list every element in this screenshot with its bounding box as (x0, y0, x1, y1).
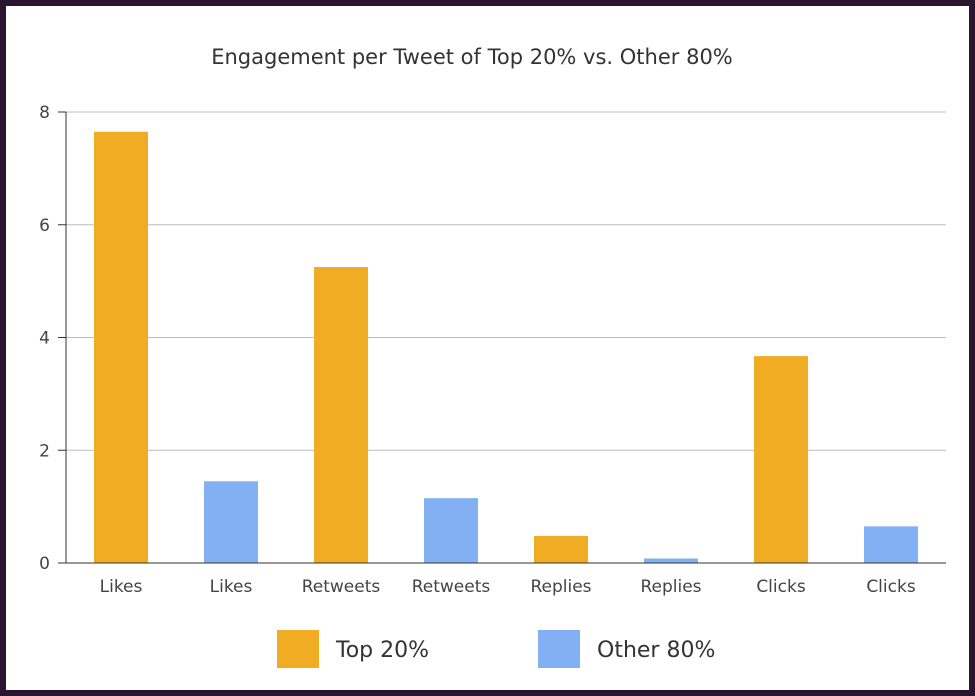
legend-swatch (538, 630, 580, 668)
bars (94, 131, 918, 563)
bar-chart: Engagement per Tweet of Top 20% vs. Othe… (39, 45, 946, 668)
legend-label: Other 80% (597, 638, 715, 663)
y-tick-label: 6 (39, 216, 50, 236)
bar-retweets-top (314, 267, 368, 563)
y-tick-label: 2 (39, 441, 50, 461)
x-tick-label: Clicks (756, 577, 806, 597)
bar-clicks-other (864, 526, 918, 563)
x-tick-label: Likes (210, 577, 253, 597)
x-tick-label: Replies (640, 577, 701, 597)
chart-title: Engagement per Tweet of Top 20% vs. Othe… (211, 45, 733, 69)
legend: Top 20% Other 80% (277, 630, 715, 668)
bar-replies-top (534, 535, 588, 563)
bar-replies-other (644, 558, 698, 563)
x-axis: Likes Likes Retweets Retweets Replies Replies… (66, 562, 946, 597)
y-tick-label: 4 (39, 329, 50, 349)
gridlines (66, 111, 946, 451)
y-tick-label: 0 (39, 554, 50, 574)
x-tick-label: Retweets (412, 577, 491, 597)
x-tick-label: Retweets (302, 577, 381, 597)
x-tick-label: Replies (530, 577, 591, 597)
x-tick-label: Likes (100, 577, 143, 597)
bar-retweets-other (424, 498, 478, 563)
legend-swatch (277, 630, 319, 668)
legend-label: Top 20% (335, 638, 429, 663)
bar-likes-top (94, 131, 148, 563)
bar-clicks-top (754, 356, 808, 563)
y-axis: 0 2 4 6 8 (39, 103, 67, 574)
y-tick-label: 8 (39, 103, 50, 123)
bar-likes-other (204, 481, 258, 563)
chart-frame: Engagement per Tweet of Top 20% vs. Othe… (6, 6, 969, 690)
x-tick-label: Clicks (866, 577, 916, 597)
